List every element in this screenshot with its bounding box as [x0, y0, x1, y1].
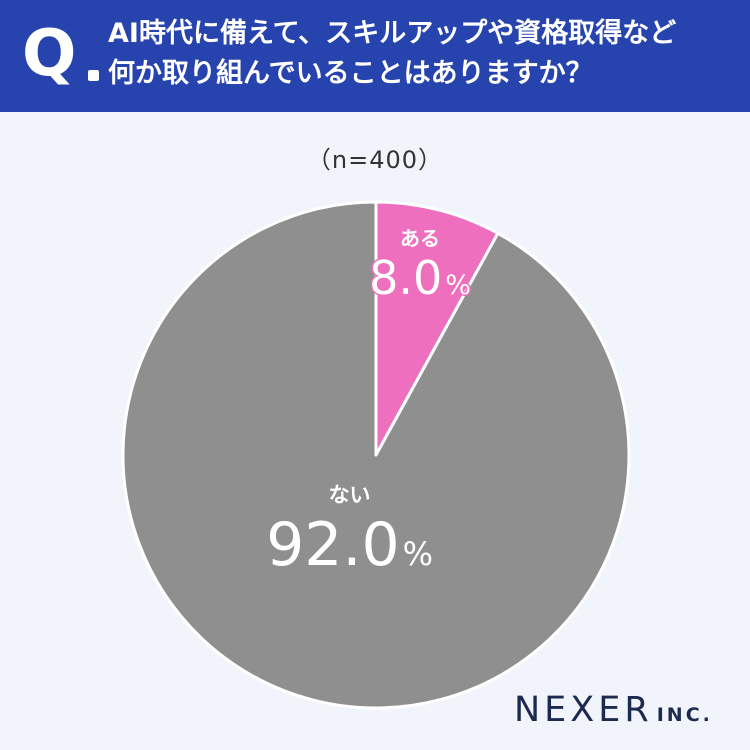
logo-main: NEXER [514, 690, 653, 730]
pie-slice-yes [374, 200, 500, 457]
pie-slice-no [121, 200, 631, 710]
slice-value-yes: 8.0% [369, 251, 471, 305]
question-line-1: AI時代に備えて、スキルアップや資格取得など [108, 18, 677, 49]
question-header: Q AI時代に備えて、スキルアップや資格取得など 何か取り組んでいることはありま… [0, 0, 750, 112]
slice-label-no: ない [329, 483, 371, 507]
question-text: AI時代に備えて、スキルアップや資格取得など 何か取り組んでいることはありますか… [108, 14, 738, 94]
q-mark: Q [22, 17, 77, 91]
nexer-logo: NEXER INC. [514, 690, 713, 730]
slice-label-yes: ある [400, 226, 440, 250]
sample-size-label: （n=400） [306, 146, 444, 174]
question-line-2: 何か取り組んでいることはありますか？ [108, 58, 593, 89]
logo-sub: INC. [656, 704, 713, 726]
slice-value-no: 92.0% [266, 510, 433, 580]
q-dot [88, 70, 99, 81]
